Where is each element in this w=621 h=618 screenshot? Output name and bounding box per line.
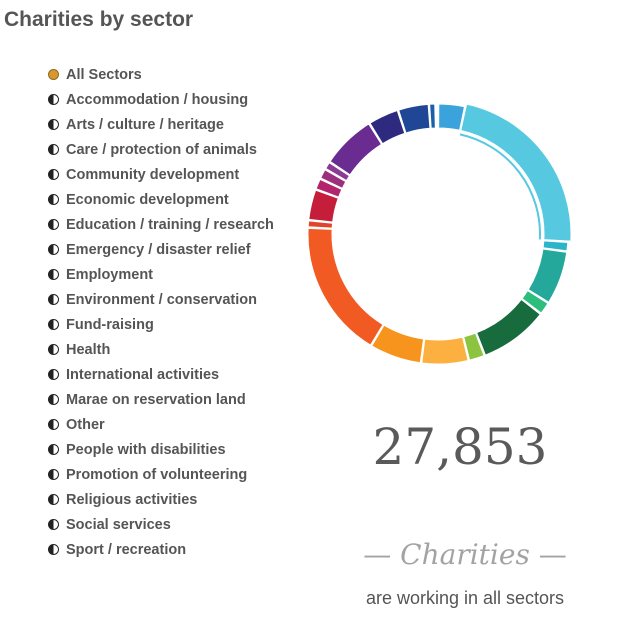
sector-option[interactable]: Social services — [48, 512, 274, 537]
sector-option-label: Fund-raising — [66, 316, 154, 333]
sector-option[interactable]: Other — [48, 412, 274, 437]
donut-segment-highlight — [459, 133, 541, 240]
donut-segment[interactable] — [421, 336, 469, 365]
radio-half-icon[interactable] — [48, 319, 59, 330]
donut-segment[interactable] — [476, 298, 541, 356]
sector-option-label: Religious activities — [66, 491, 198, 508]
sector-option[interactable]: Care / protection of animals — [48, 137, 274, 162]
radio-half-icon[interactable] — [48, 194, 59, 205]
sector-option-label: Arts / culture / heritage — [66, 116, 224, 133]
donut-segment[interactable] — [438, 103, 466, 131]
sector-option[interactable]: Employment — [48, 262, 274, 287]
radio-half-icon[interactable] — [48, 419, 59, 430]
radio-half-icon[interactable] — [48, 269, 59, 280]
left-dash: — — [363, 538, 392, 571]
sector-option[interactable]: Fund-raising — [48, 312, 274, 337]
sector-option-label: Health — [66, 341, 111, 358]
radio-half-icon[interactable] — [48, 219, 59, 230]
radio-half-icon[interactable] — [48, 244, 59, 255]
donut-segment[interactable] — [429, 103, 436, 129]
sector-option-label: Education / training / research — [66, 216, 274, 233]
radio-half-icon[interactable] — [48, 519, 59, 530]
sector-option[interactable]: Accommodation / housing — [48, 87, 274, 112]
sector-option[interactable]: Education / training / research — [48, 212, 274, 237]
donut-segment[interactable] — [307, 227, 384, 346]
radio-half-icon[interactable] — [48, 394, 59, 405]
sector-option-label: Accommodation / housing — [66, 91, 249, 108]
sector-option-label: Sport / recreation — [66, 541, 187, 558]
donut-segment[interactable] — [398, 103, 431, 134]
radio-half-icon[interactable] — [48, 369, 59, 380]
sector-option-label: International activities — [66, 366, 220, 383]
sector-filter-list: All Sectors Accommodation / housing Arts /… — [48, 62, 274, 562]
donut-segment[interactable] — [307, 220, 334, 229]
sector-option-label: Promotion of volunteering — [66, 466, 248, 483]
radio-half-icon[interactable] — [48, 494, 59, 505]
sector-option-label: Emergency / disaster relief — [66, 241, 251, 258]
sector-option-label: Marae on reservation land — [66, 391, 246, 408]
chart-title: Charities by sector — [4, 8, 194, 31]
donut-segment[interactable] — [463, 332, 485, 361]
charity-count: 27,853 — [372, 418, 548, 476]
sector-option[interactable]: Sport / recreation — [48, 537, 274, 562]
donut-segment[interactable] — [325, 162, 351, 182]
sector-option-label: Social services — [66, 516, 171, 533]
sector-option-label: Care / protection of animals — [66, 141, 257, 158]
sector-option[interactable]: International activities — [48, 362, 274, 387]
sector-option[interactable]: Health — [48, 337, 274, 362]
sector-option-label: Environment / conservation — [66, 291, 257, 308]
radio-half-icon[interactable] — [48, 169, 59, 180]
sector-option[interactable]: Emergency / disaster relief — [48, 237, 274, 262]
donut-segment[interactable] — [527, 248, 568, 303]
charities-word: Charities — [400, 538, 530, 571]
donut-segment[interactable] — [329, 123, 383, 176]
sector-option-label: Other — [66, 416, 105, 433]
donut-segment[interactable] — [521, 289, 549, 314]
right-dash: — — [538, 538, 567, 571]
sector-option[interactable]: Promotion of volunteering — [48, 462, 274, 487]
donut-segment[interactable] — [315, 178, 343, 198]
sector-option[interactable]: Environment / conservation — [48, 287, 274, 312]
sector-option-label: Community development — [66, 166, 240, 183]
charities-label: — Charities — — [300, 538, 621, 571]
donut-segment[interactable] — [369, 109, 406, 145]
radio-half-icon[interactable] — [48, 294, 59, 305]
sector-option[interactable]: Arts / culture / heritage — [48, 112, 274, 137]
sector-option[interactable]: People with disabilities — [48, 437, 274, 462]
radio-half-icon[interactable] — [48, 94, 59, 105]
radio-half-icon[interactable] — [48, 119, 59, 130]
sector-option-label: All Sectors — [66, 66, 142, 83]
donut-segment[interactable] — [371, 324, 425, 364]
sector-option-label: Economic development — [66, 191, 229, 208]
donut-segment[interactable] — [308, 189, 339, 223]
donut-segment[interactable] — [460, 103, 572, 242]
sector-option[interactable]: All Sectors — [48, 62, 274, 87]
sector-option[interactable]: Marae on reservation land — [48, 387, 274, 412]
sector-option[interactable]: Community development — [48, 162, 274, 187]
radio-half-icon[interactable] — [48, 469, 59, 480]
donut-segment[interactable] — [435, 103, 438, 129]
donut-segment[interactable] — [320, 169, 347, 189]
sector-option-label: Employment — [66, 266, 154, 283]
donut-segment[interactable] — [542, 240, 569, 252]
radio-half-icon[interactable] — [48, 144, 59, 155]
radio-half-icon[interactable] — [48, 544, 59, 555]
sector-scope-text: are working in all sectors — [365, 588, 565, 608]
sector-option-label: People with disabilities — [66, 441, 226, 458]
sector-option[interactable]: Economic development — [48, 187, 274, 212]
sector-option[interactable]: Religious activities — [48, 487, 274, 512]
radio-half-icon[interactable] — [48, 344, 59, 355]
radio-selected-icon[interactable] — [48, 69, 59, 80]
sector-donut-chart — [307, 103, 572, 365]
radio-half-icon[interactable] — [48, 444, 59, 455]
